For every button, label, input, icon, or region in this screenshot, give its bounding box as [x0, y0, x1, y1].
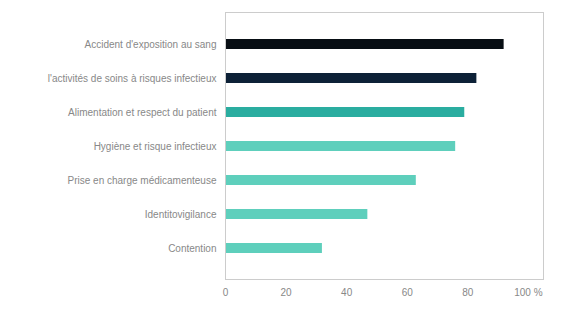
- svg-text:Accident d'exposition au sang: Accident d'exposition au sang: [85, 39, 217, 50]
- svg-text:100 %: 100 %: [514, 287, 542, 298]
- svg-text:Contention: Contention: [168, 243, 216, 254]
- svg-text:80: 80: [462, 287, 474, 298]
- svg-text:Prise en charge médicamenteuse: Prise en charge médicamenteuse: [68, 175, 217, 186]
- svg-text:60: 60: [402, 287, 414, 298]
- svg-text:Hygiène et risque infectieux: Hygiène et risque infectieux: [94, 141, 217, 152]
- svg-text:40: 40: [341, 287, 353, 298]
- svg-text:l'activités de soins à risques: l'activités de soins à risques infectieu…: [48, 73, 217, 84]
- svg-text:Identitovigilance: Identitovigilance: [145, 209, 217, 220]
- svg-text:0: 0: [223, 287, 229, 298]
- svg-text:Alimentation et respect du pat: Alimentation et respect du patient: [68, 107, 217, 118]
- svg-text:20: 20: [281, 287, 293, 298]
